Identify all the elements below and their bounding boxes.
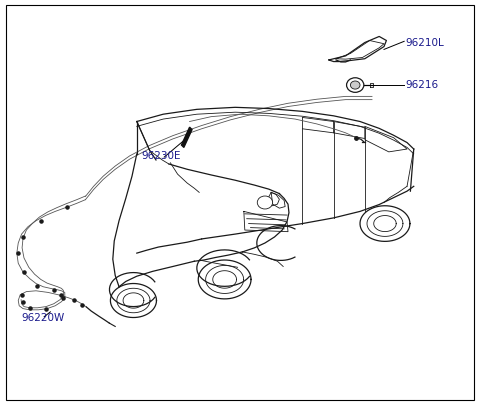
Point [18, 292, 25, 298]
Polygon shape [181, 127, 192, 147]
Point [60, 294, 67, 301]
Point [20, 269, 28, 275]
Point [352, 134, 360, 141]
Text: 96216: 96216 [406, 80, 439, 90]
Text: 96230E: 96230E [142, 151, 181, 161]
Circle shape [350, 81, 360, 89]
Point [34, 282, 41, 289]
Point [50, 286, 58, 293]
Point [14, 250, 22, 256]
Text: 96210L: 96210L [406, 38, 444, 47]
Point [37, 217, 45, 224]
Point [63, 204, 71, 211]
Point [26, 305, 34, 311]
Point [71, 296, 78, 303]
Point [42, 305, 49, 312]
Point [19, 234, 27, 240]
Text: 96220W: 96220W [22, 313, 65, 323]
Circle shape [257, 196, 273, 209]
Circle shape [347, 78, 364, 92]
Point [58, 292, 65, 298]
Point [19, 298, 27, 305]
Point [78, 301, 85, 308]
